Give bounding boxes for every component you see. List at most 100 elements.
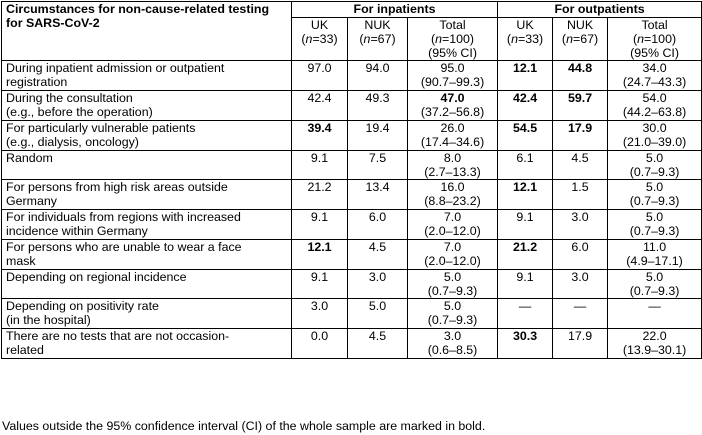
cell-value: 3.0 [571,270,589,284]
value-cell: 5.0 (0.7–9.3) [406,269,499,299]
row-label: There are no tests that are not occasion… [1,328,292,359]
value-cell: 49.3 [347,90,408,121]
value-cell: 7.0 (2.0–12.0) [406,239,499,270]
cell-value: 3.0 [571,210,589,224]
cell-value: 12.1 [512,180,538,194]
uk-in-header: UK (n=33) [291,17,348,61]
value-cell: 30.0 (21.0–39.0) [607,120,702,151]
value-cell: 54.5 [497,120,554,151]
value-cell: 94.0 [347,60,408,91]
value-cell: 44.8 [552,60,609,91]
cell-value: 17.9 [567,121,593,135]
value-cell: 5.0 [347,298,408,329]
row-label-line1: There are no tests that are not occasion… [6,329,230,343]
cell-value: 21.2 [512,240,538,254]
value-cell: 30.3 [497,328,554,359]
row-label: For individuals from regions with increa… [1,209,292,240]
value-cell: 3.0 [552,209,609,240]
cell-value: 30.3 [512,329,538,343]
cell-value: 5.0 [443,270,462,284]
cell-ci: (2.0–12.0) [424,254,481,268]
uk-out-header: UK (n=33) [497,17,554,61]
cell-ci: (2.7–13.3) [424,165,481,179]
cell-value: 3.0 [310,299,329,313]
cell-value: 22.0 [642,329,667,343]
value-cell: 11.0 (4.9–17.1) [607,239,702,270]
row-label-line1: For persons from high risk areas outside [6,180,228,194]
value-cell: 21.2 [497,239,554,270]
value-cell: 7.5 [347,150,408,180]
cell-value: 5.0 [443,299,462,313]
value-cell: 97.0 [291,60,348,91]
table-row: For particularly vulnerable patients (e.g… [1,120,702,151]
cell-value: 19.4 [365,121,390,135]
circumstances-header: Circumstances for non-cause-related test… [1,1,292,61]
cell-value: 9.1 [516,270,534,284]
row-label: During inpatient admission or outpatient… [1,60,292,91]
cell-ci: (0.7–9.3) [427,284,478,298]
cell-value: 12.1 [512,61,538,75]
value-cell: 59.7 [552,90,609,121]
footnote: Values outside the 95% confidence interv… [2,419,486,433]
cell-value: 3.0 [443,329,462,343]
cell-ci: (44.2–63.8) [622,105,687,119]
cell-value: 0.0 [310,329,329,343]
value-cell: 5.0 (0.7–9.3) [607,150,702,180]
cell-value: 59.7 [567,91,593,105]
cell-ci: (2.0–12.0) [424,224,481,238]
table-row: For individuals from regions with increa… [1,209,702,240]
cell-value: 49.3 [365,91,390,105]
row-label: For particularly vulnerable patients (e.g… [1,120,292,151]
cell-value: 11.0 [642,240,667,254]
value-cell: 42.4 [497,90,554,121]
value-cell: 5.0 (0.7–9.3) [607,179,702,210]
row-label: Depending on positivity rate (in the hosp… [1,298,292,329]
cell-ci: (17.4–34.6) [420,135,485,149]
cell-value: 1.5 [571,180,589,194]
cell-value: 94.0 [365,61,390,75]
cell-value: 7.0 [443,210,462,224]
cell-ci: (21.0–39.0) [622,135,687,149]
value-cell: 22.0 (13.9–30.1) [607,328,702,359]
row-label: For persons who are unable to wear a fac… [1,239,292,270]
value-cell: 9.1 [497,209,554,240]
outpatients-header: For outpatients [497,1,702,18]
cell-value: 5.0 [645,210,664,224]
value-cell: 13.4 [347,179,408,210]
value-cell: 17.9 [552,120,609,151]
cell-value: 8.0 [443,151,462,165]
cell-value: 54.0 [642,91,667,105]
cell-ci: (37.2–56.8) [420,105,485,119]
cell-value: 12.1 [307,240,332,254]
value-cell: 39.4 [291,120,348,151]
value-cell: 4.5 [347,239,408,270]
cell-ci: (24.7–43.3) [622,75,687,89]
inpatients-header: For inpatients [290,1,499,18]
value-cell: 8.0 (2.7–13.3) [406,150,499,180]
value-cell: 5.0 (0.7–9.3) [607,269,702,299]
row-label-line2: incidence within Germany [6,224,148,238]
value-cell: 12.1 [291,239,348,270]
row-label-line2: mask [6,254,36,268]
cell-ci: (0.6–8.5) [427,343,478,357]
value-cell: 0.0 [291,328,348,359]
total-out-header: Total (n=100) (95% CI) [607,17,702,61]
cell-ci: (0.7–9.3) [629,224,680,238]
value-cell: 1.5 [552,179,609,210]
cell-value: 39.4 [307,121,332,135]
cell-value: 47.0 [440,91,465,105]
cell-value: 5.0 [645,270,664,284]
value-cell: 42.4 [291,90,348,121]
cell-value: 44.8 [567,61,593,75]
cell-value: 42.4 [512,91,538,105]
value-cell: 3.0 [552,269,609,299]
cell-value: 4.5 [368,329,387,343]
row-label: For persons from high risk areas outside… [1,179,292,210]
value-cell: 6.1 [497,150,554,180]
cell-value: 54.5 [512,121,538,135]
row-label-line2: (in the hospital) [6,313,91,327]
cell-ci: (4.9–17.1) [626,254,683,268]
table-row: For persons from high risk areas outside… [1,179,702,210]
table-row: Random 9.1 7.5 8.0 (2.7–13.3) 6.1 4.5 5.0 (0.7–9… [1,150,702,180]
row-label: Depending on regional incidence [1,269,292,299]
